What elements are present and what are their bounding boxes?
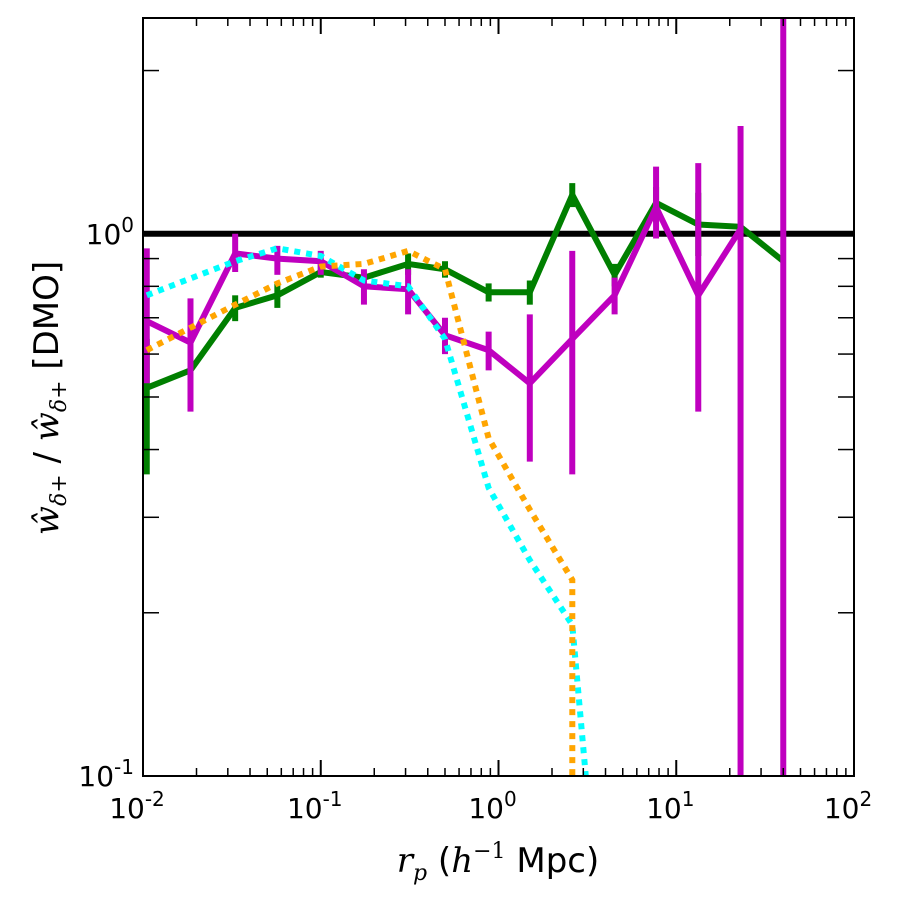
x-tick-label: 101 [646,787,694,825]
series-line-orange [145,247,576,776]
series-layer [143,18,854,776]
ticks-layer [142,18,855,777]
y-tick-label: 10-1 [78,755,134,793]
series-line-green [145,187,786,391]
x-tick-label: 100 [468,787,516,825]
plot-frame [142,17,855,777]
x-axis-label: rp (h−1 Mpc) [397,839,599,886]
x-tick-label: 10-2 [109,787,165,825]
x-tick-label: 10-1 [287,787,343,825]
series-line-cyan [145,245,589,776]
y-tick-label: 100 [86,213,134,251]
x-tick-label: 102 [824,787,872,825]
y-axis-label: ŵδ+ / ŵδ+ [DMO] [27,261,72,535]
